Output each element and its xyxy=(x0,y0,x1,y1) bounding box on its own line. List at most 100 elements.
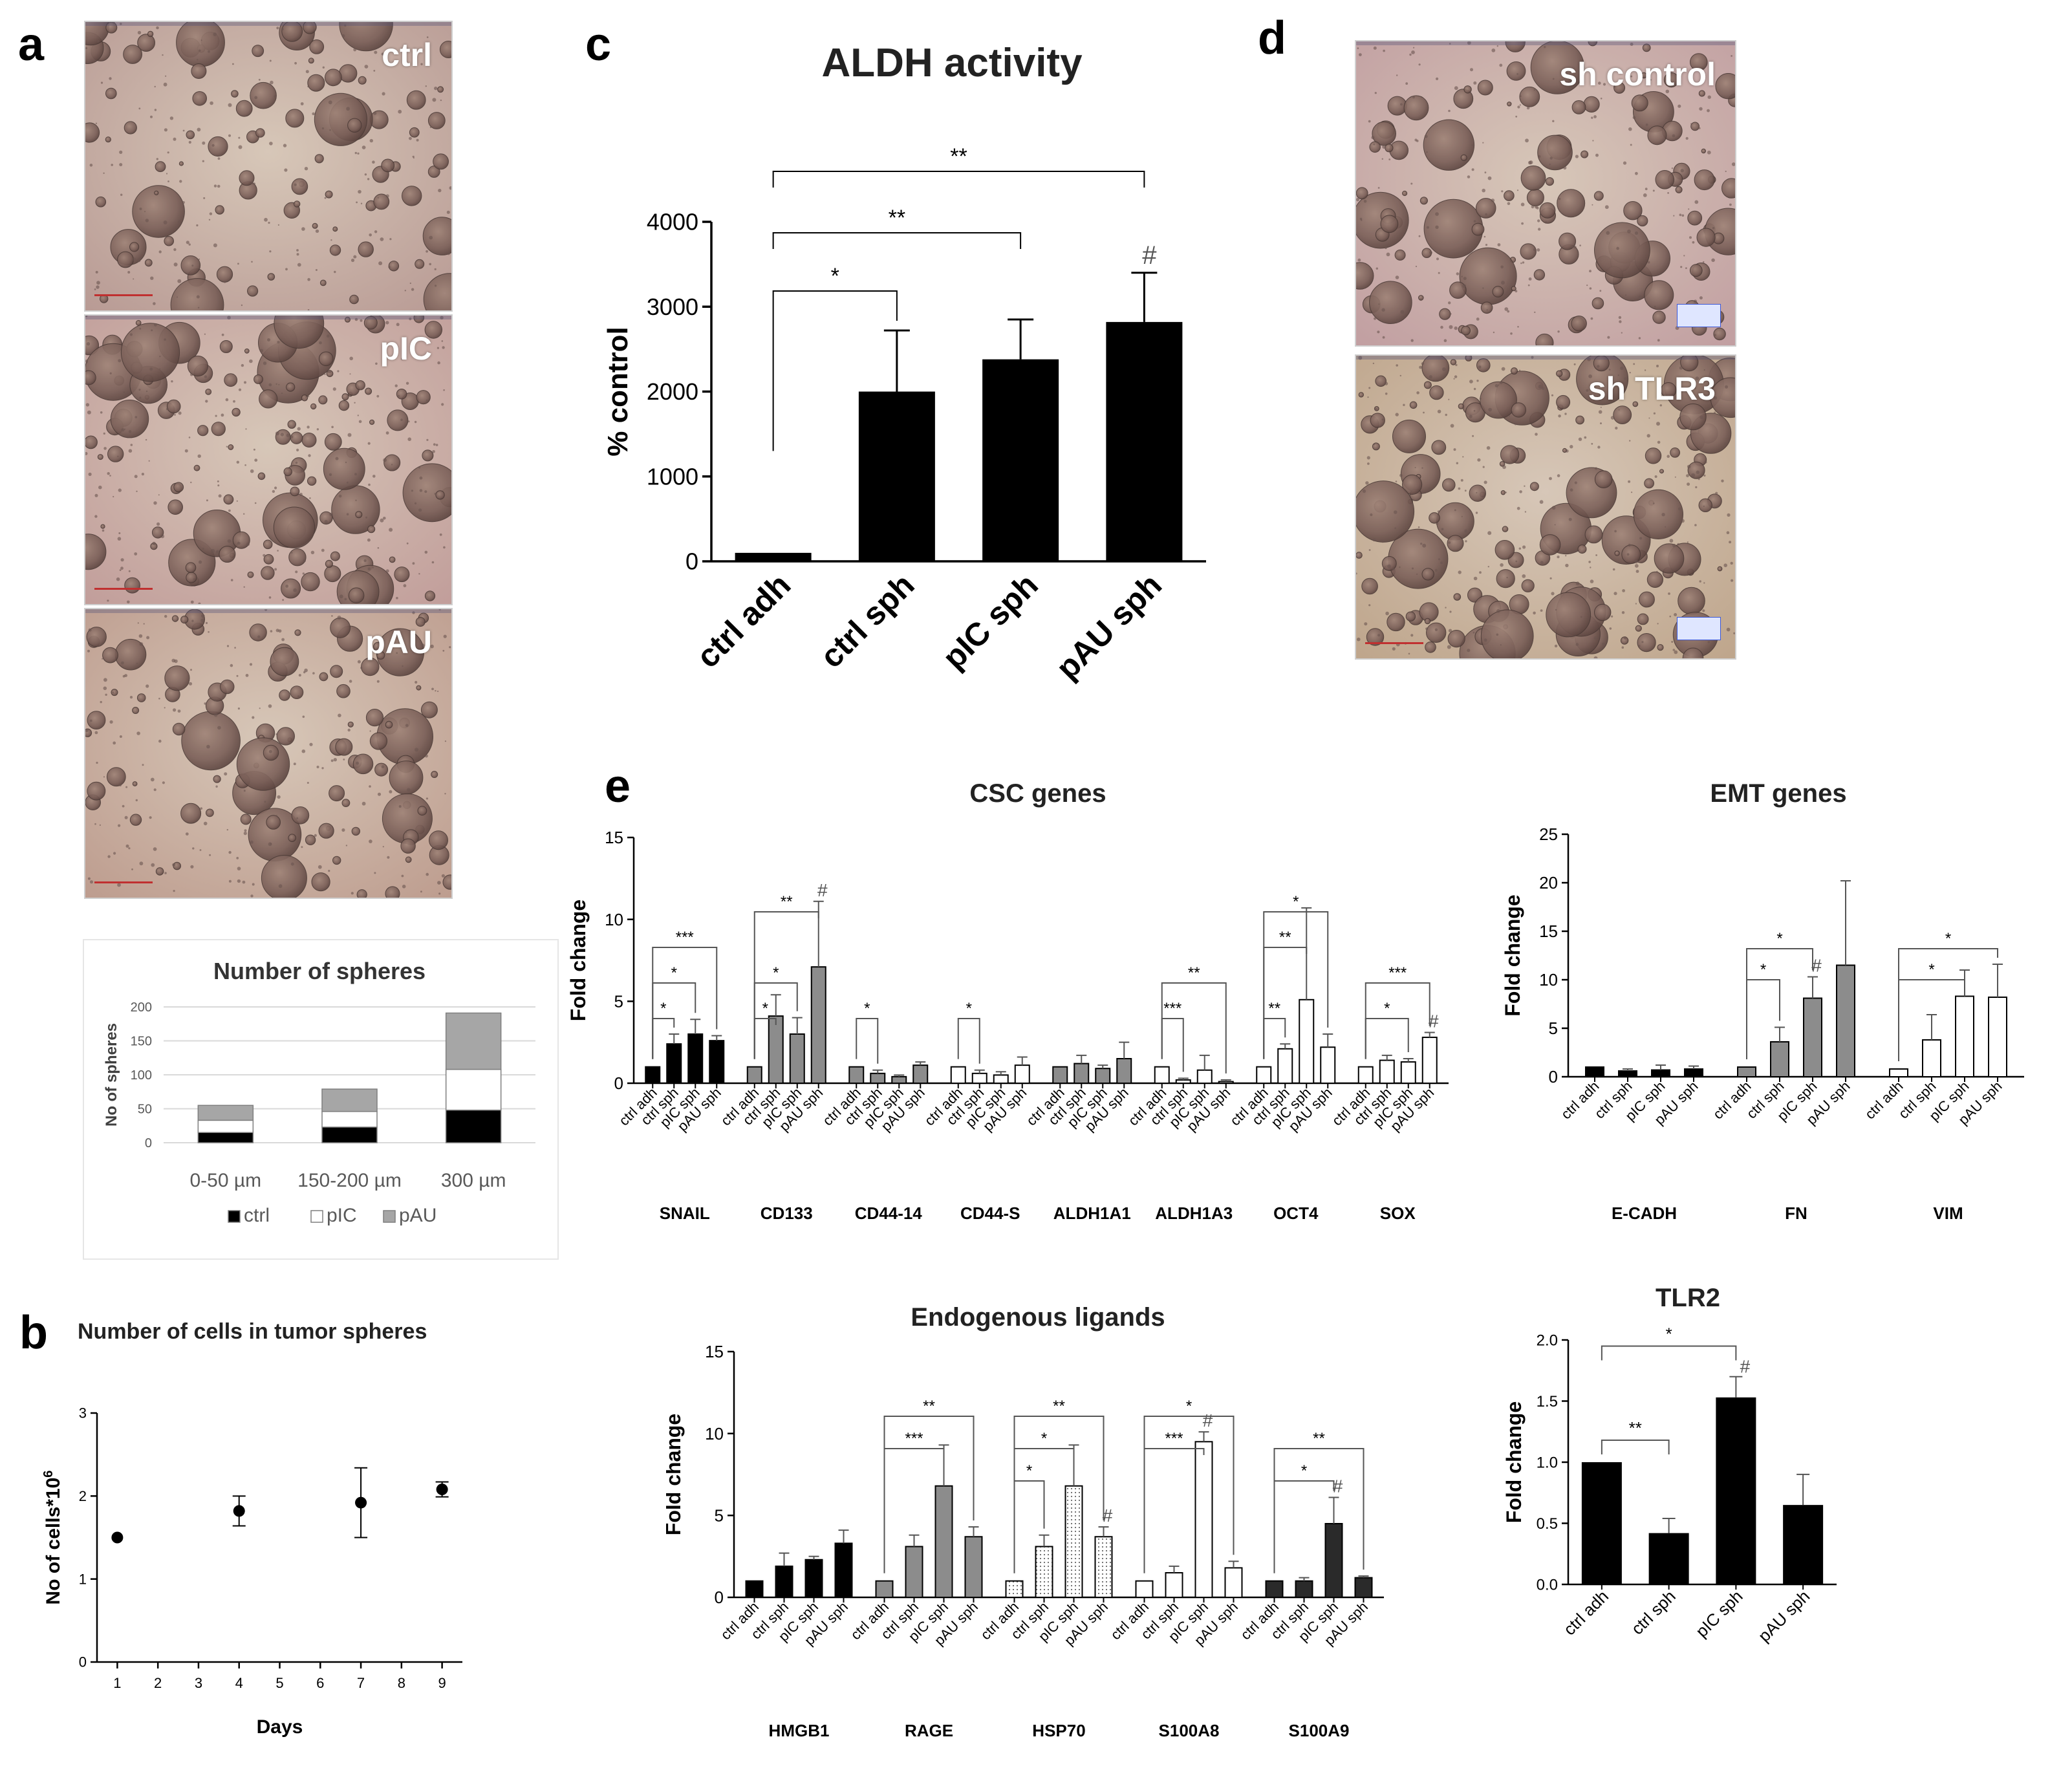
sphere xyxy=(1539,534,1561,556)
sphere xyxy=(369,419,375,425)
bar xyxy=(1684,1068,1703,1077)
group-label: VIM xyxy=(1933,1204,1963,1223)
bar-pAU xyxy=(445,1012,502,1070)
y-axis-label: No of cells*106 xyxy=(41,1471,64,1605)
x-tick-label: 150-200 µm xyxy=(297,1170,402,1191)
cell-debris xyxy=(1429,251,1433,255)
cell-debris xyxy=(191,620,194,622)
sphere xyxy=(1419,197,1429,205)
cell-debris xyxy=(437,361,440,365)
cell-debris xyxy=(301,749,306,753)
cell-debris xyxy=(236,460,239,464)
cell-debris xyxy=(338,494,342,498)
sphere xyxy=(1511,402,1527,418)
cell-debris xyxy=(449,186,451,190)
sphere xyxy=(363,316,378,330)
cell-debris xyxy=(1448,301,1451,305)
sphere xyxy=(132,781,138,786)
cell-debris xyxy=(149,367,153,371)
bar xyxy=(912,1064,929,1084)
x-tick-label: ctrl sph xyxy=(1627,1586,1679,1638)
cell-debris xyxy=(1473,81,1477,85)
cell-debris xyxy=(367,567,371,571)
cell-debris xyxy=(146,684,149,688)
cell-debris xyxy=(388,266,391,268)
sphere xyxy=(1480,609,1534,658)
group-label: HSP70 xyxy=(1032,1721,1085,1740)
sphere xyxy=(180,616,189,624)
cell-debris xyxy=(396,597,398,599)
cell-debris xyxy=(1688,208,1690,210)
sphere xyxy=(311,872,330,892)
sphere xyxy=(329,244,341,256)
cell-debris xyxy=(1508,415,1511,417)
cell-debris xyxy=(275,431,279,436)
cell-debris xyxy=(1438,272,1440,274)
sphere xyxy=(1637,633,1656,653)
sphere xyxy=(1453,89,1474,109)
micrograph-label: pIC xyxy=(380,330,432,367)
cell-debris xyxy=(197,454,201,458)
cell-debris xyxy=(199,49,201,52)
cell-debris xyxy=(1372,538,1376,542)
significance-bracket xyxy=(1365,982,1430,1059)
hash-mark: # xyxy=(1429,1011,1439,1031)
cell-debris xyxy=(380,237,384,241)
cell-debris xyxy=(286,433,290,437)
cell-debris xyxy=(103,447,107,450)
cell-debris xyxy=(199,560,202,564)
cell-debris xyxy=(1415,265,1418,268)
cell-debris xyxy=(179,180,182,183)
significance-bracket xyxy=(1601,1439,1670,1454)
bar xyxy=(875,1580,894,1598)
sphere xyxy=(1519,86,1540,107)
bar xyxy=(645,1066,661,1084)
cell-debris xyxy=(164,872,167,874)
cell-debris xyxy=(94,515,98,518)
cell-debris xyxy=(245,428,247,430)
significance-label: * xyxy=(1186,1398,1192,1415)
cell-debris xyxy=(1564,413,1567,415)
cell-debris xyxy=(435,285,437,287)
significance-bracket xyxy=(1365,1018,1409,1059)
cell-debris xyxy=(277,341,280,343)
cell-debris xyxy=(250,840,254,844)
cell-debris xyxy=(1551,394,1554,396)
cell-debris xyxy=(1671,641,1674,643)
cell-debris xyxy=(1499,63,1503,67)
significance-label: ** xyxy=(950,144,967,169)
cell-debris xyxy=(355,516,357,518)
sphere xyxy=(1577,545,1587,554)
micrograph-sh-control-image xyxy=(1356,41,1735,345)
cell-debris xyxy=(316,766,319,768)
sphere xyxy=(1387,96,1407,116)
cell-debris xyxy=(404,290,406,292)
bar xyxy=(1106,321,1183,561)
sphere xyxy=(1576,356,1629,405)
cell-debris xyxy=(440,316,444,319)
cell-debris xyxy=(389,528,393,532)
cell-debris xyxy=(131,868,133,870)
cell-debris xyxy=(309,742,313,746)
bar xyxy=(745,1580,764,1598)
cell-debris xyxy=(354,318,358,321)
x-tick-label: ctrl adh xyxy=(1558,1078,1602,1123)
cell-debris xyxy=(166,173,168,175)
cell-debris xyxy=(1726,627,1731,632)
cell-debris xyxy=(151,329,153,332)
data-point xyxy=(111,1531,124,1544)
cell-debris xyxy=(190,865,194,869)
sphere xyxy=(347,118,362,133)
cell-debris xyxy=(1442,367,1446,371)
sphere xyxy=(1584,525,1603,544)
cell-debris xyxy=(434,86,438,91)
sphere xyxy=(1356,262,1374,290)
cell-debris xyxy=(1593,115,1597,118)
cell-debris xyxy=(1680,169,1684,173)
y-tick-label: 15 xyxy=(1539,922,1558,941)
cell-debris xyxy=(1619,320,1622,323)
cell-debris xyxy=(1680,266,1683,268)
cell-debris xyxy=(1449,43,1451,45)
bar xyxy=(1783,1505,1824,1584)
cell-debris xyxy=(1620,366,1624,371)
